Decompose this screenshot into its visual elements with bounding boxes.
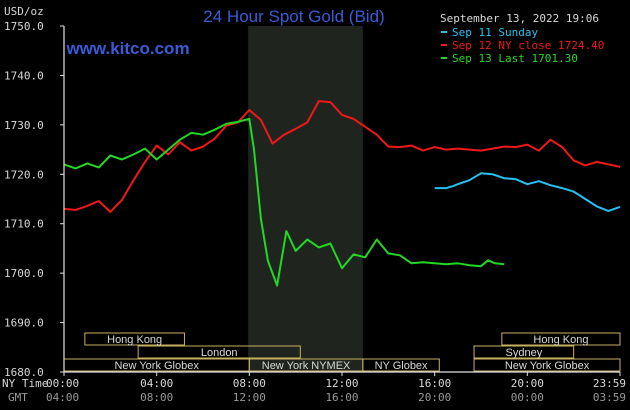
session-bar [137, 345, 301, 359]
session-label: London [201, 347, 238, 359]
session-bar [362, 358, 440, 372]
y-tick-label: 1710.0 [4, 218, 44, 231]
x-axis-ticks: 00:00 04:00 08:00 12:00 16:00 20:00 23:5904:00… [46, 372, 626, 404]
series-line-1 [63, 100, 621, 213]
x-tick-label-ny: 16:00 [418, 377, 451, 390]
x-tick-label-ny: 04:00 [140, 377, 173, 390]
brand-url: www.kitco.com [65, 39, 189, 58]
x-tick-label-gmt: 03:59 [593, 391, 626, 404]
y-tick-label: 1690.0 [4, 317, 44, 330]
session-label: New York NYMEX [262, 360, 351, 372]
session-label: Hong Kong [107, 334, 162, 346]
session-label: New York Globex [114, 360, 199, 372]
x-label-gmt: GMT [8, 391, 28, 404]
x-tick-label-ny: 00:00 [46, 377, 79, 390]
legend-entry: Sep 13 Last 1701.30 [452, 52, 578, 65]
x-tick-label-ny: 08:00 [233, 377, 266, 390]
x-tick-label-gmt: 12:00 [233, 391, 266, 404]
x-tick-label-ny: 12:00 [325, 377, 358, 390]
x-tick-label-gmt: 16:00 [325, 391, 358, 404]
y-tick-label: 1700.0 [4, 267, 44, 280]
session-bar [473, 345, 575, 359]
series-line-0 [434, 172, 621, 212]
y-axis-ticks: 1750.0 1740.0 1730.0 1720.0 1710.0 1700.0 1690… [4, 20, 64, 379]
session-bar [84, 332, 185, 346]
legend-entry: Sep 11 Sunday [452, 26, 538, 39]
x-tick-label-ny: 20:00 [511, 377, 544, 390]
y-tick-label: 1750.0 [4, 20, 44, 33]
session-label: New York Globex [505, 360, 590, 372]
session-label: NY Globex [375, 360, 428, 372]
x-tick-label-gmt: 20:00 [418, 391, 451, 404]
x-tick-label-gmt: 08:00 [140, 391, 173, 404]
chart-timestamp: September 13, 2022 19:06 [440, 12, 599, 25]
session-bar [473, 358, 621, 372]
session-label: Sydney [506, 347, 543, 359]
nymex-session-highlight [248, 26, 363, 372]
series-line-2 [63, 117, 505, 287]
legend-entry: Sep 12 NY close 1724.40 [452, 39, 604, 52]
x-tick-label-ny: 23:59 [593, 377, 626, 390]
session-label: Hong Kong [533, 334, 588, 346]
x-tick-label-gmt: 00:00 [511, 391, 544, 404]
session-bar [501, 332, 621, 346]
chart-title: 24 Hour Spot Gold (Bid) [203, 7, 384, 26]
x-label-ny: NY Time [2, 377, 48, 390]
y-tick-label: 1680.0 [4, 366, 44, 379]
x-tick-label-gmt: 04:00 [46, 391, 79, 404]
currency-label: USD/oz [4, 5, 44, 18]
series-layer [63, 100, 621, 287]
y-tick-label: 1740.0 [4, 69, 44, 82]
y-tick-label: 1720.0 [4, 168, 44, 181]
y-tick-label: 1730.0 [4, 119, 44, 132]
